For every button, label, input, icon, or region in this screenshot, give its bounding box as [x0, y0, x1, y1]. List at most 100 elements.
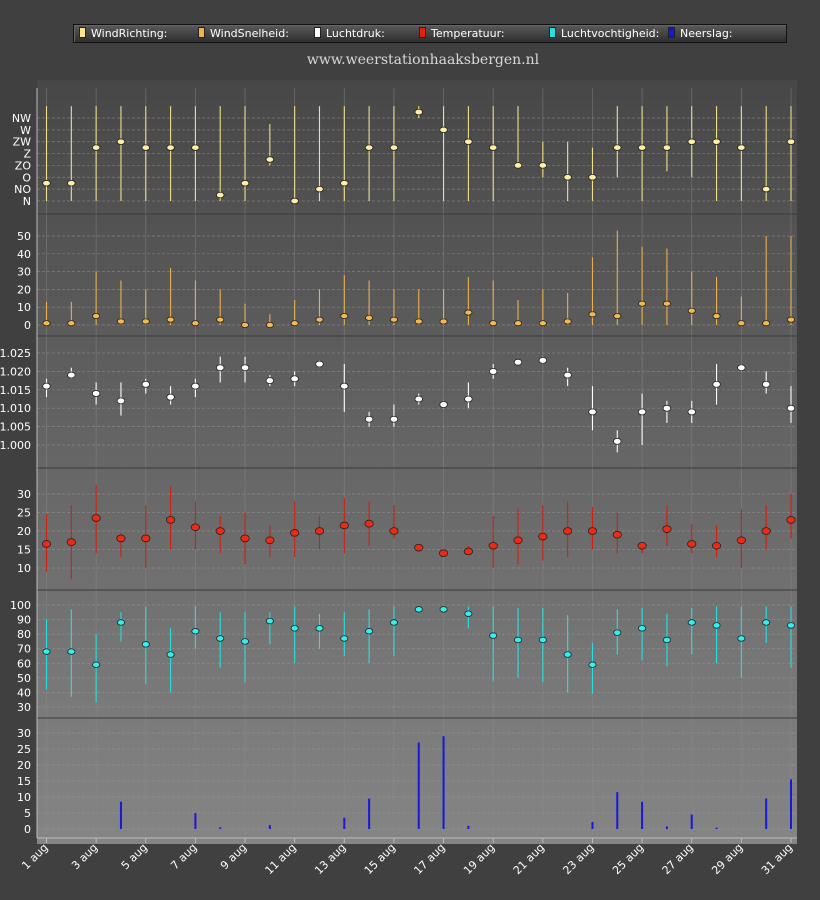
rain-bar: [219, 827, 222, 829]
y-tick-label: W: [20, 124, 31, 137]
data-point: [538, 636, 547, 644]
data-point: [166, 393, 175, 401]
data-point: [786, 516, 796, 524]
y-tick-label: NW: [12, 112, 31, 125]
y-tick-label: 25: [17, 743, 31, 756]
data-point: [314, 527, 325, 535]
data-point: [290, 375, 299, 383]
data-point: [587, 527, 598, 535]
legend-label: Luchtvochtigheid:: [561, 27, 660, 40]
data-point: [290, 625, 299, 632]
data-point: [216, 364, 225, 372]
rain-bar: [442, 736, 445, 829]
data-point: [166, 316, 175, 323]
data-point: [67, 648, 76, 655]
data-point: [389, 619, 398, 626]
y-tick-label: O: [22, 171, 31, 184]
data-point: [365, 314, 374, 321]
data-point: [66, 538, 76, 546]
data-point: [489, 632, 498, 639]
rain-bar: [417, 742, 420, 829]
data-point: [91, 514, 101, 522]
rain-bar: [368, 798, 371, 829]
data-point: [712, 622, 721, 629]
data-point: [463, 547, 473, 556]
data-point: [141, 144, 150, 151]
legend-item: Neerslag:: [668, 25, 733, 42]
data-point: [563, 174, 572, 181]
data-point: [736, 536, 746, 545]
data-point: [414, 318, 423, 325]
data-point: [563, 371, 572, 379]
y-tick-label: 30: [17, 701, 31, 714]
data-point: [637, 541, 647, 550]
legend-item: WindSnelheid:: [198, 25, 289, 42]
data-point: [414, 395, 423, 403]
data-point: [265, 377, 275, 385]
legend-swatch: [79, 27, 86, 38]
data-point: [92, 661, 101, 668]
data-point: [662, 525, 672, 533]
data-point: [613, 313, 622, 320]
y-tick-label: 1.020: [0, 365, 31, 378]
y-tick-label: 30: [17, 488, 31, 501]
data-point: [290, 529, 300, 537]
data-point: [166, 144, 175, 151]
legend-item: WindRichting:: [79, 25, 167, 42]
y-tick-label: 25: [17, 507, 31, 520]
y-tick-label: 50: [17, 672, 31, 685]
data-point: [191, 320, 200, 327]
data-point: [637, 408, 647, 416]
y-tick-label: 20: [17, 759, 31, 772]
legend-label: WindSnelheid:: [210, 27, 289, 40]
data-point: [240, 364, 250, 372]
data-point: [712, 313, 721, 320]
data-point: [365, 628, 374, 635]
data-point: [340, 180, 349, 187]
y-tick-label: 1.010: [0, 402, 31, 415]
data-point: [141, 534, 151, 543]
rain-bar: [119, 801, 122, 829]
data-point: [638, 300, 647, 307]
rain-bar: [641, 801, 644, 829]
data-point: [513, 536, 523, 545]
data-point: [588, 661, 597, 668]
data-point: [712, 138, 721, 145]
data-point: [513, 162, 523, 169]
rain-bar: [765, 798, 768, 829]
legend-label: Temperatuur:: [431, 27, 505, 40]
data-point: [588, 174, 597, 181]
data-point: [116, 138, 126, 145]
data-point: [315, 316, 324, 323]
data-point: [687, 540, 697, 548]
y-tick-label: 40: [17, 686, 31, 699]
data-point: [190, 523, 200, 532]
data-point: [538, 162, 548, 169]
data-point: [364, 415, 374, 423]
plot-background: [37, 80, 797, 844]
data-point: [364, 144, 374, 151]
y-tick-label: 5: [24, 807, 31, 820]
y-tick-label: 30: [17, 727, 31, 740]
data-point: [290, 197, 299, 205]
data-point: [67, 371, 76, 379]
data-point: [488, 541, 498, 550]
data-point: [265, 617, 274, 625]
rain-bar: [467, 825, 470, 829]
data-point: [315, 625, 324, 632]
data-point: [315, 360, 324, 368]
y-tick-label: 100: [10, 599, 31, 612]
data-point: [240, 534, 250, 543]
data-point: [737, 635, 746, 642]
legend-item: Luchtdruk:: [314, 25, 385, 42]
data-point: [662, 636, 671, 644]
y-tick-label: 1.000: [0, 439, 31, 452]
data-point: [141, 641, 150, 648]
data-point: [737, 364, 746, 372]
data-point: [166, 651, 175, 658]
x-tick-label: 3 aug: [69, 841, 100, 872]
y-tick-label: 10: [17, 791, 31, 804]
data-point: [67, 320, 76, 327]
